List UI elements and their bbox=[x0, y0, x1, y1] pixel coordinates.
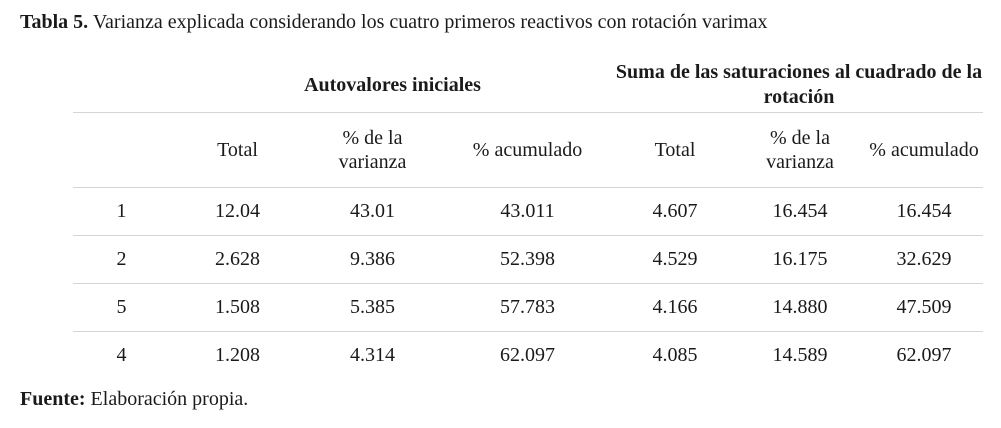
group-header-spacer bbox=[73, 58, 170, 113]
table-cell: 1.508 bbox=[170, 283, 305, 332]
table-cell: 14.880 bbox=[735, 283, 865, 332]
source-text: Elaboración propia. bbox=[85, 388, 249, 410]
caption-label: Tabla 5. bbox=[20, 11, 89, 33]
table-cell: 16.454 bbox=[865, 187, 983, 236]
table-cell: 62.097 bbox=[896, 344, 952, 366]
table-cell: 4 bbox=[116, 344, 127, 366]
table-cell: 4.314 bbox=[350, 344, 395, 366]
table-cell: 43.011 bbox=[440, 187, 615, 236]
table-cell: 62.097 bbox=[500, 344, 555, 366]
table-cell: 32.629 bbox=[865, 235, 983, 284]
table-caption: Tabla 5. Varianza explicada considerando… bbox=[20, 8, 768, 36]
table-cell: 5 bbox=[73, 283, 170, 332]
column-header-variance-pct: % de la varianza bbox=[305, 112, 440, 188]
column-header-row: Total % de la varianza % acumulado Total… bbox=[73, 112, 983, 188]
table-cell: 16.175 bbox=[735, 235, 865, 284]
group-header-rotation-loadings: Suma de las saturaciones al cuadrado de … bbox=[615, 58, 983, 113]
column-header-total: Total bbox=[615, 112, 735, 188]
group-header-row: Autovalores iniciales Suma de las satura… bbox=[73, 58, 983, 113]
table-cell: 4.529 bbox=[615, 235, 735, 284]
variance-table: Autovalores iniciales Suma de las satura… bbox=[73, 58, 983, 379]
table-cell: 4.607 bbox=[615, 187, 735, 236]
column-header-cumulative-pct: % acumulado bbox=[440, 112, 615, 188]
column-header-text: % de la varianza bbox=[766, 127, 834, 173]
table-cell: 47.509 bbox=[865, 283, 983, 332]
column-header-text: % de la varianza bbox=[338, 127, 407, 173]
table-cell: 4.166 bbox=[615, 283, 735, 332]
table-row: 4 1.208 4.314 62.097 4.085 14.589 62.097 bbox=[73, 332, 983, 380]
table-cell: 43.01 bbox=[305, 187, 440, 236]
table-row: 1 12.04 43.01 43.011 4.607 16.454 16.454 bbox=[73, 187, 983, 236]
table-cell: 9.386 bbox=[305, 235, 440, 284]
table-cell: 1 bbox=[73, 187, 170, 236]
column-header-cumulative-pct: % acumulado bbox=[865, 112, 983, 188]
column-header-variance-pct: % de la varianza bbox=[735, 112, 865, 188]
source-note: Fuente: Elaboración propia. bbox=[20, 386, 248, 412]
source-label: Fuente: bbox=[20, 388, 86, 410]
table-row: 2 2.628 9.386 52.398 4.529 16.175 32.629 bbox=[73, 235, 983, 284]
table-cell: 57.783 bbox=[440, 283, 615, 332]
table-cell: 5.385 bbox=[305, 283, 440, 332]
column-header-component bbox=[73, 112, 170, 188]
table-cell: 14.589 bbox=[772, 344, 828, 366]
group-header-initial-eigenvalues: Autovalores iniciales bbox=[170, 58, 615, 113]
column-header-total: Total bbox=[170, 112, 305, 188]
table-cell: 2 bbox=[73, 235, 170, 284]
table-cell: 4.085 bbox=[652, 344, 698, 366]
table-cell: 52.398 bbox=[440, 235, 615, 284]
table-cell: 16.454 bbox=[735, 187, 865, 236]
table-cell: 1.208 bbox=[215, 344, 260, 366]
caption-text: Varianza explicada considerando los cuat… bbox=[88, 11, 768, 33]
table-cell: 12.04 bbox=[170, 187, 305, 236]
table-row: 5 1.508 5.385 57.783 4.166 14.880 47.509 bbox=[73, 283, 983, 332]
table-cell: 2.628 bbox=[170, 235, 305, 284]
